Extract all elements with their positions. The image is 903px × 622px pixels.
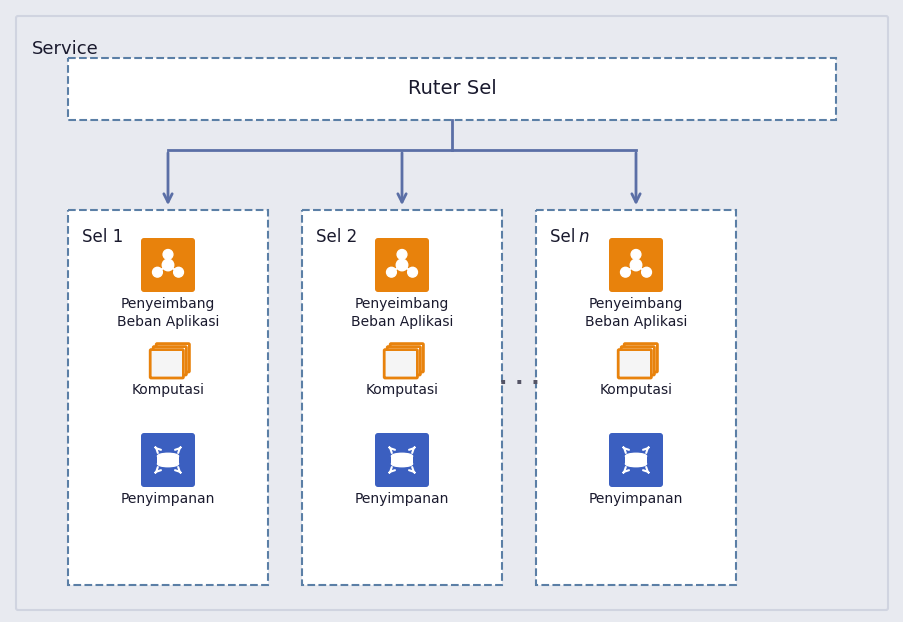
Circle shape (163, 249, 172, 259)
FancyBboxPatch shape (150, 350, 183, 378)
Circle shape (153, 267, 163, 277)
Circle shape (386, 267, 396, 277)
Text: Komputasi: Komputasi (365, 383, 438, 397)
Circle shape (396, 249, 406, 259)
Text: n: n (577, 228, 588, 246)
Text: Penyimpanan: Penyimpanan (354, 492, 449, 506)
Ellipse shape (625, 461, 646, 466)
Text: Sel 1: Sel 1 (82, 228, 123, 246)
Text: Penyimpanan: Penyimpanan (121, 492, 215, 506)
Circle shape (629, 259, 641, 271)
FancyBboxPatch shape (68, 210, 267, 585)
FancyBboxPatch shape (609, 433, 662, 487)
Bar (157, 456, 179, 464)
FancyBboxPatch shape (141, 238, 195, 292)
FancyBboxPatch shape (141, 433, 195, 487)
FancyBboxPatch shape (384, 350, 417, 378)
FancyBboxPatch shape (623, 343, 656, 372)
Text: Penyeimbang
Beban Aplikasi: Penyeimbang Beban Aplikasi (584, 297, 686, 330)
Ellipse shape (625, 453, 646, 459)
FancyBboxPatch shape (156, 343, 190, 372)
FancyBboxPatch shape (302, 210, 501, 585)
Bar (625, 456, 646, 464)
Circle shape (173, 267, 183, 277)
Ellipse shape (391, 461, 412, 466)
Ellipse shape (391, 453, 412, 459)
Text: Penyeimbang
Beban Aplikasi: Penyeimbang Beban Aplikasi (350, 297, 452, 330)
Text: Sel: Sel (549, 228, 580, 246)
Text: Penyimpanan: Penyimpanan (588, 492, 683, 506)
FancyBboxPatch shape (535, 210, 735, 585)
Text: Komputasi: Komputasi (131, 383, 204, 397)
FancyBboxPatch shape (620, 346, 654, 375)
Text: Komputasi: Komputasi (599, 383, 672, 397)
Circle shape (396, 259, 407, 271)
Ellipse shape (157, 461, 179, 466)
Text: Ruter Sel: Ruter Sel (407, 80, 496, 98)
Circle shape (162, 259, 173, 271)
Circle shape (619, 267, 629, 277)
Circle shape (641, 267, 651, 277)
Text: Penyeimbang
Beban Aplikasi: Penyeimbang Beban Aplikasi (116, 297, 219, 330)
FancyBboxPatch shape (390, 343, 423, 372)
Bar (391, 456, 412, 464)
Circle shape (407, 267, 417, 277)
Text: Sel 2: Sel 2 (316, 228, 357, 246)
Text: Service: Service (32, 40, 98, 58)
Ellipse shape (157, 453, 179, 459)
Text: . . .: . . . (498, 368, 539, 388)
FancyBboxPatch shape (16, 16, 887, 610)
FancyBboxPatch shape (386, 346, 420, 375)
FancyBboxPatch shape (375, 238, 429, 292)
FancyBboxPatch shape (609, 238, 662, 292)
FancyBboxPatch shape (68, 58, 835, 120)
Circle shape (630, 249, 640, 259)
FancyBboxPatch shape (153, 346, 186, 375)
FancyBboxPatch shape (618, 350, 651, 378)
FancyBboxPatch shape (375, 433, 429, 487)
